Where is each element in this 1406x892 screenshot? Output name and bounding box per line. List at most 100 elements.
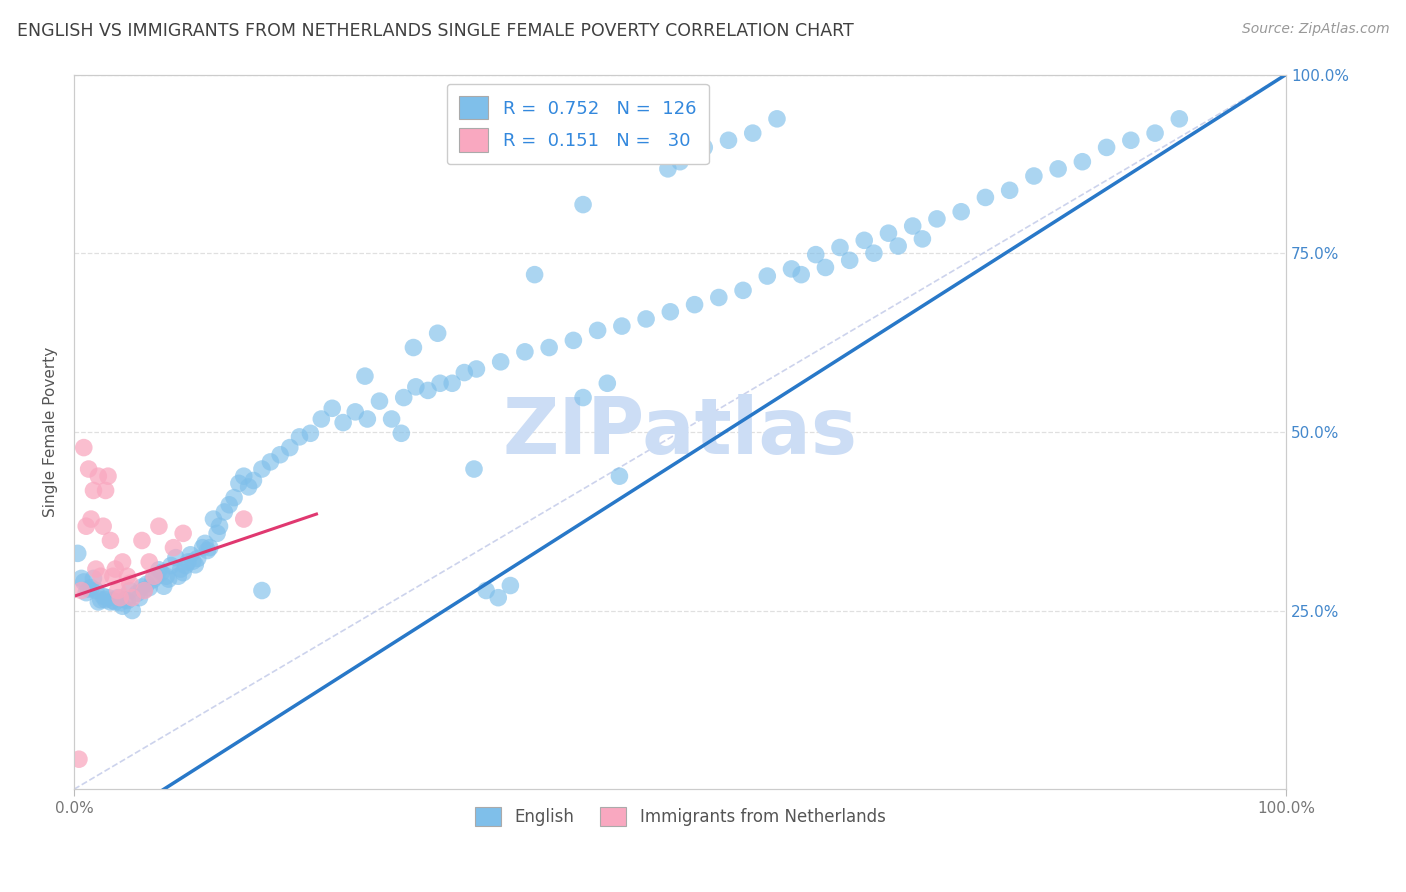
- Point: [669, 154, 692, 169]
- Point: [135, 577, 157, 591]
- Point: [73, 574, 96, 589]
- Point: [453, 366, 475, 380]
- Point: [117, 569, 139, 583]
- Point: [1095, 140, 1118, 154]
- Point: [143, 569, 166, 583]
- Point: [790, 268, 813, 282]
- Text: Source: ZipAtlas.com: Source: ZipAtlas.com: [1241, 22, 1389, 37]
- Point: [191, 541, 214, 555]
- Point: [344, 405, 367, 419]
- Point: [731, 284, 754, 298]
- Point: [707, 291, 730, 305]
- Point: [205, 526, 228, 541]
- Point: [877, 226, 900, 240]
- Y-axis label: Single Female Poverty: Single Female Poverty: [44, 347, 58, 517]
- Point: [610, 319, 633, 334]
- Point: [596, 376, 619, 391]
- Point: [97, 591, 120, 605]
- Point: [97, 469, 120, 483]
- Point: [486, 591, 509, 605]
- Point: [657, 161, 679, 176]
- Point: [101, 569, 124, 583]
- Point: [208, 519, 231, 533]
- Point: [138, 581, 160, 595]
- Point: [107, 583, 129, 598]
- Point: [683, 298, 706, 312]
- Point: [181, 554, 204, 568]
- Point: [222, 491, 245, 505]
- Point: [311, 412, 333, 426]
- Point: [167, 569, 190, 583]
- Point: [332, 416, 354, 430]
- Point: [162, 541, 184, 555]
- Point: [523, 268, 546, 282]
- Point: [974, 190, 997, 204]
- Point: [111, 599, 134, 614]
- Point: [636, 312, 658, 326]
- Point: [172, 526, 194, 541]
- Point: [138, 555, 160, 569]
- Point: [405, 380, 427, 394]
- Point: [998, 183, 1021, 197]
- Point: [75, 519, 97, 533]
- Point: [70, 583, 93, 598]
- Point: [104, 562, 127, 576]
- Point: [87, 469, 110, 483]
- Point: [299, 426, 322, 441]
- Point: [184, 558, 207, 572]
- Point: [392, 391, 415, 405]
- Point: [901, 219, 924, 233]
- Point: [381, 412, 404, 426]
- Point: [101, 593, 124, 607]
- Legend: English, Immigrants from Netherlands: English, Immigrants from Netherlands: [467, 798, 894, 835]
- Point: [717, 133, 740, 147]
- Point: [90, 569, 112, 583]
- Point: [155, 569, 177, 583]
- Point: [111, 555, 134, 569]
- Point: [172, 566, 194, 580]
- Point: [90, 592, 112, 607]
- Point: [463, 462, 485, 476]
- Point: [475, 583, 498, 598]
- Point: [114, 592, 136, 607]
- Point: [170, 562, 193, 576]
- Point: [77, 582, 100, 596]
- Point: [368, 394, 391, 409]
- Point: [232, 469, 254, 483]
- Point: [804, 247, 827, 261]
- Point: [780, 261, 803, 276]
- Point: [911, 232, 934, 246]
- Point: [94, 592, 117, 607]
- Point: [157, 572, 180, 586]
- Point: [838, 253, 860, 268]
- Point: [887, 239, 910, 253]
- Point: [148, 519, 170, 533]
- Point: [441, 376, 464, 391]
- Point: [197, 543, 219, 558]
- Point: [659, 305, 682, 319]
- Point: [269, 448, 291, 462]
- Point: [429, 376, 451, 391]
- Point: [278, 441, 301, 455]
- Point: [121, 591, 143, 605]
- Point: [756, 268, 779, 283]
- Point: [66, 546, 89, 560]
- Point: [572, 197, 595, 211]
- Point: [70, 571, 93, 585]
- Point: [131, 533, 153, 548]
- Point: [67, 752, 90, 766]
- Point: [128, 591, 150, 605]
- Point: [242, 474, 264, 488]
- Point: [82, 571, 104, 585]
- Point: [108, 596, 131, 610]
- Point: [766, 112, 789, 126]
- Point: [499, 578, 522, 592]
- Point: [80, 581, 103, 595]
- Point: [194, 536, 217, 550]
- Point: [118, 583, 141, 598]
- Point: [160, 558, 183, 573]
- Point: [218, 498, 240, 512]
- Point: [73, 441, 96, 455]
- Text: ENGLISH VS IMMIGRANTS FROM NETHERLANDS SINGLE FEMALE POVERTY CORRELATION CHART: ENGLISH VS IMMIGRANTS FROM NETHERLANDS S…: [17, 22, 853, 40]
- Point: [150, 566, 173, 580]
